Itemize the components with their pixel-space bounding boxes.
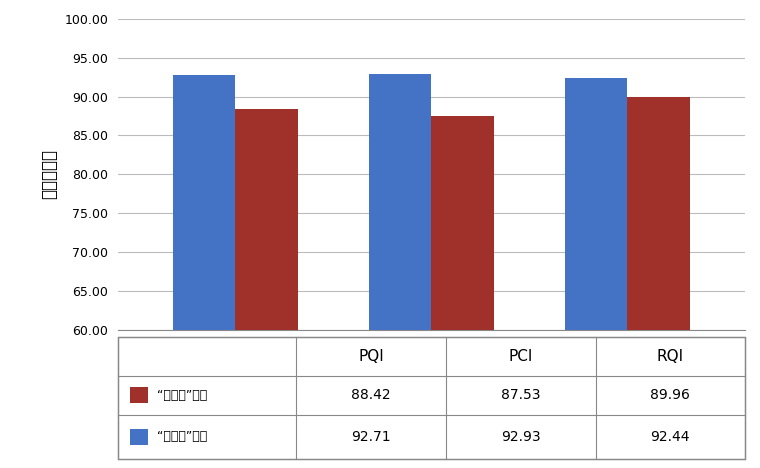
Text: 88.42: 88.42 [351, 388, 391, 402]
Text: 92.71: 92.71 [351, 430, 391, 444]
Bar [131, 388, 148, 403]
Text: PQI: PQI [358, 349, 384, 364]
Bar [432, 116, 494, 468]
Bar [131, 429, 148, 445]
Text: “十一五”国检: “十一五”国检 [157, 430, 207, 443]
Text: 92.93: 92.93 [501, 430, 540, 444]
Text: 89.96: 89.96 [651, 388, 690, 402]
Bar [173, 75, 236, 468]
Text: 87.53: 87.53 [501, 388, 540, 402]
Text: PCI: PCI [508, 349, 533, 364]
Text: RQI: RQI [657, 349, 684, 364]
Text: “十二五”国检: “十二五”国检 [157, 389, 207, 402]
Bar [565, 78, 627, 468]
Text: 92.44: 92.44 [651, 430, 690, 444]
Bar [627, 97, 690, 468]
Bar [369, 74, 432, 468]
Bar [236, 109, 298, 468]
Y-axis label: 各评价指标: 各评价指标 [40, 149, 59, 199]
